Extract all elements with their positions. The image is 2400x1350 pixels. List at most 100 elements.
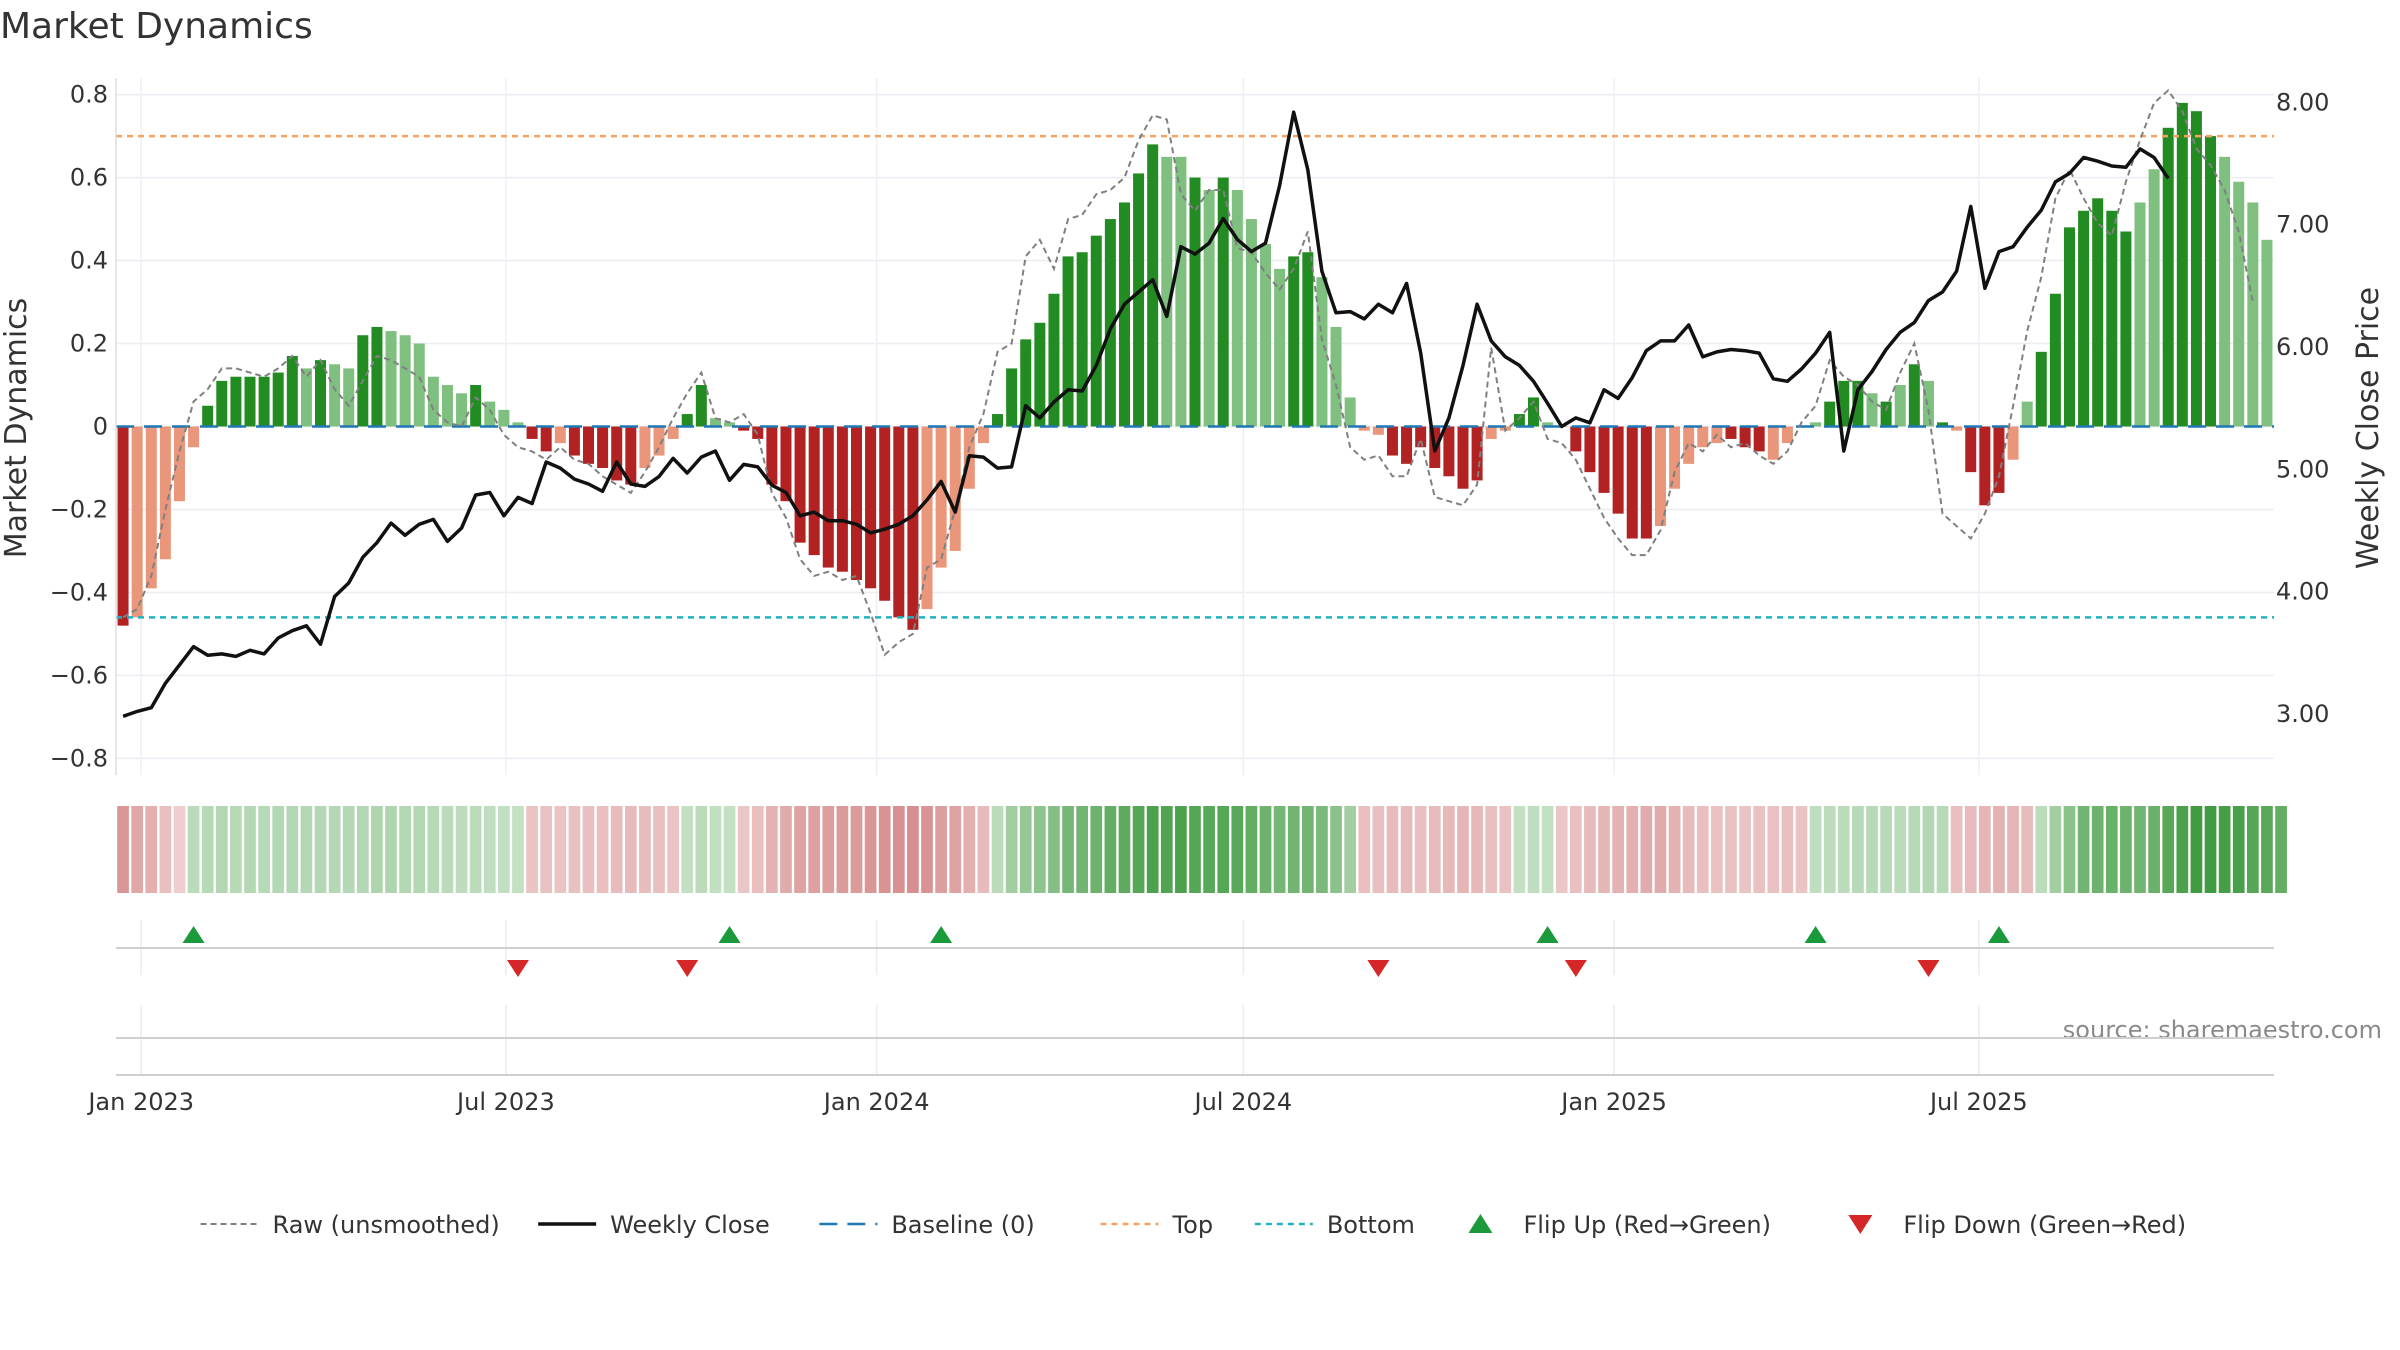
- regime-cell: [653, 806, 665, 893]
- y-tick-label: −0.8: [50, 744, 108, 772]
- regime-cell: [1090, 806, 1103, 893]
- momentum-bar: [1344, 397, 1356, 427]
- momentum-bar: [540, 426, 552, 452]
- regime-cell: [1062, 806, 1074, 893]
- momentum-bar: [794, 426, 806, 543]
- momentum-bar: [1767, 426, 1779, 460]
- flip-up-marker: [718, 926, 741, 943]
- regime-cell: [1823, 806, 1836, 893]
- momentum-bar: [1386, 426, 1398, 456]
- legend-label: Raw (unsmoothed): [273, 1211, 500, 1239]
- legend: Raw (unsmoothed) Weekly Close Baseline (0)…: [200, 1211, 2186, 1239]
- momentum-bar: [2148, 169, 2160, 427]
- source-label: source: sharemaestro.com: [2063, 1016, 2382, 1044]
- momentum-bar: [484, 401, 496, 427]
- regime-cell: [1104, 806, 1117, 893]
- momentum-bar: [2247, 202, 2259, 427]
- momentum-bar: [145, 426, 157, 589]
- regime-cell: [201, 806, 214, 893]
- regime-cell: [1048, 806, 1060, 893]
- regime-cell: [1725, 806, 1737, 893]
- regime-cell: [2134, 806, 2146, 893]
- momentum-bar: [695, 385, 707, 427]
- regime-cell: [1203, 806, 1215, 893]
- axes-layer: −0.8 −0.6 −0.4 −0.2 0 0.2 0.4 0.6 0.8 3.00 4.00 5.0…: [50, 78, 2329, 1116]
- momentum-bar: [1330, 326, 1342, 427]
- regime-cell: [540, 806, 553, 893]
- y-tick-label: 0.8: [70, 81, 108, 109]
- regime-cell: [1753, 806, 1766, 893]
- momentum-bar: [1894, 385, 1906, 427]
- momentum-bar: [1852, 380, 1864, 427]
- momentum-bar: [1824, 401, 1836, 427]
- regime-cell: [780, 806, 792, 893]
- momentum-bar: [230, 376, 242, 427]
- momentum-bar: [385, 331, 397, 427]
- regime-cell: [907, 806, 919, 893]
- x-tick-label: Jan 2023: [86, 1088, 194, 1116]
- regime-cell: [1076, 806, 1089, 893]
- flip-down-marker: [1564, 960, 1587, 977]
- regime-cell: [554, 806, 567, 893]
- regime-cell: [1809, 806, 1822, 893]
- y-tick-label: −0.2: [50, 495, 108, 523]
- momentum-bars-layer: [117, 102, 2273, 630]
- chart-title: Market Dynamics: [0, 6, 313, 47]
- regime-cell: [441, 806, 454, 893]
- momentum-bar: [709, 418, 721, 427]
- regime-cell: [1555, 806, 1568, 893]
- regime-cell: [2204, 806, 2217, 893]
- regime-cell: [695, 806, 708, 893]
- momentum-bar: [1993, 426, 2005, 493]
- regime-cell: [751, 806, 764, 893]
- regime-cell: [2007, 806, 2019, 893]
- regime-cell: [1118, 806, 1131, 893]
- momentum-bar: [2120, 231, 2132, 427]
- legend-label: Flip Down (Green→Red): [1903, 1211, 2186, 1239]
- momentum-bar: [1118, 202, 1130, 427]
- momentum-bar: [329, 364, 341, 427]
- momentum-bar: [949, 426, 961, 551]
- momentum-bar: [879, 426, 891, 601]
- flip-down-marker: [1367, 960, 1390, 977]
- regime-cell: [1541, 806, 1554, 893]
- momentum-bar: [766, 426, 778, 485]
- regime-cell: [469, 806, 482, 893]
- momentum-bar: [427, 376, 439, 427]
- regime-cell: [794, 806, 806, 893]
- regime-cell: [1414, 806, 1427, 893]
- momentum-bar: [216, 380, 228, 427]
- legend-swatch: [1468, 1214, 1493, 1233]
- momentum-bar: [836, 426, 848, 572]
- regime-cell: [342, 806, 355, 893]
- y2-axis-title: Weekly Close Price: [2351, 287, 2386, 569]
- regime-cell: [737, 806, 750, 893]
- momentum-bar: [2063, 227, 2075, 427]
- regime-cell: [1499, 806, 1512, 893]
- y2-tick-label: 7.00: [2276, 211, 2329, 239]
- momentum-bar: [639, 426, 651, 468]
- legend-item-flip_down: Flip Down (Green→Red): [1848, 1211, 2186, 1239]
- regime-cell: [1457, 806, 1469, 893]
- regime-cell: [2246, 806, 2259, 893]
- momentum-bar: [1866, 393, 1878, 427]
- momentum-bar: [244, 376, 256, 427]
- regime-cell: [582, 806, 595, 893]
- regime-cell: [1654, 806, 1667, 893]
- regime-cell: [1837, 806, 1850, 893]
- momentum-bar: [1626, 426, 1638, 539]
- legend-item-bottom: Bottom: [1254, 1211, 1415, 1239]
- regime-cell: [1880, 806, 1892, 893]
- regime-cell: [117, 806, 129, 893]
- momentum-bar: [173, 426, 185, 502]
- regime-cell: [300, 806, 313, 893]
- legend-item-top: Top: [1100, 1211, 1213, 1239]
- regime-cell: [1146, 806, 1159, 893]
- momentum-bar: [286, 355, 298, 427]
- momentum-bar: [1133, 173, 1145, 427]
- momentum-bar: [2134, 202, 2146, 427]
- regime-cell: [1781, 806, 1794, 893]
- regime-cell: [258, 806, 270, 893]
- lines-layer: [116, 88, 2274, 718]
- regime-cell: [1033, 806, 1046, 893]
